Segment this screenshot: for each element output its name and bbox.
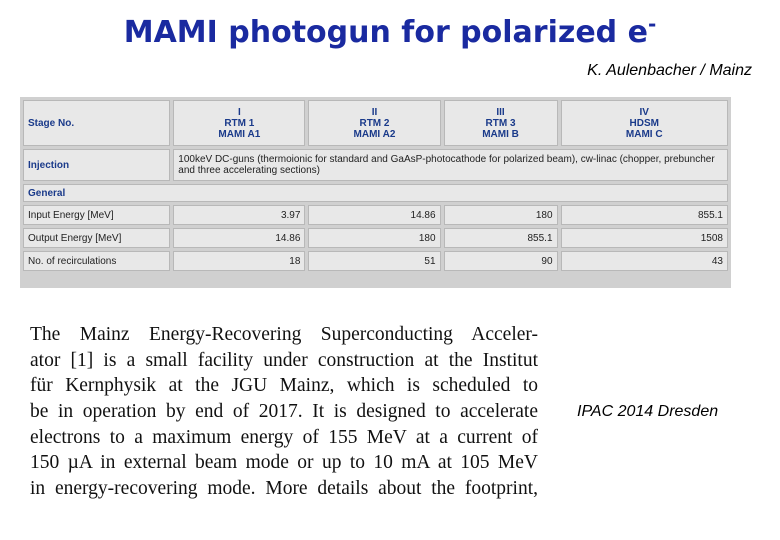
slide-title: MAMI photogun for polarized e- <box>0 12 780 50</box>
value-cell: 43 <box>560 251 728 271</box>
value-cell: 180 <box>308 228 441 248</box>
paragraph-line: in energy-recovering mode. More details … <box>30 478 538 500</box>
header-line: MAMI B <box>482 128 519 140</box>
value-cell: 18 <box>173 251 306 271</box>
title-text: MAMI photogun for polarized e <box>123 15 648 50</box>
header-line: II <box>371 106 378 118</box>
header-line: RTM 1 <box>224 117 255 129</box>
row-label: No. of recirculations <box>23 251 171 271</box>
paragraph-line: 150 µA in external beam mode or up to 10… <box>30 452 538 474</box>
footer: IPAC 2014 Dresden <box>577 403 719 420</box>
header-line: MAMI A1 <box>218 128 261 140</box>
paragraph-line: ator [1] is a small facility under const… <box>30 349 538 371</box>
value-cell: 90 <box>443 251 558 271</box>
paragraph-line: The Mainz Energy-Recovering Superconduct… <box>30 324 538 345</box>
data-row: Output Energy [MeV] 14.86 180 855.1 1508 <box>23 228 728 248</box>
section-row: General <box>23 184 728 202</box>
value-cell: 855.1 <box>443 228 558 248</box>
header-line: IV <box>639 106 649 118</box>
row-label: Input Energy [MeV] <box>23 205 171 225</box>
header-line: RTM 3 <box>485 117 516 129</box>
header-cell: Stage No. <box>23 100 171 146</box>
header-cell: I RTM 1 MAMI A1 <box>173 100 306 146</box>
paragraph-line: be in operation by end of 2017. It is de… <box>30 401 538 423</box>
paragraph-line: electrons to a maximum energy of 155 MeV… <box>30 426 538 448</box>
paragraph-line: für Kernphysik at the JGU Mainz, which i… <box>30 375 538 397</box>
data-row: No. of recirculations 18 51 90 43 <box>23 251 728 271</box>
header-line: HDSM <box>629 117 659 129</box>
header-line: I <box>237 106 241 118</box>
value-cell: 180 <box>443 205 558 225</box>
value-cell: 14.86 <box>308 205 441 225</box>
injection-text: 100keV DC-guns (thermoionic for standard… <box>173 149 728 181</box>
value-cell: 855.1 <box>560 205 728 225</box>
header-row: Stage No. I RTM 1 MAMI A1 II RTM 2 MAMI A2 I… <box>23 100 728 146</box>
value-cell: 14.86 <box>173 228 306 248</box>
header-cell: III RTM 3 MAMI B <box>443 100 558 146</box>
table-image: Stage No. I RTM 1 MAMI A1 II RTM 2 MAMI A2 I… <box>20 97 731 288</box>
header-cell: IV HDSM MAMI C <box>560 100 728 146</box>
injection-row: Injection 100keV DC-guns (thermoionic fo… <box>23 149 728 181</box>
row-label: Injection <box>23 149 171 181</box>
section-label: General <box>23 184 728 202</box>
row-label: Output Energy [MeV] <box>23 228 171 248</box>
paper-excerpt: The Mainz Energy-Recovering Superconduct… <box>30 322 538 510</box>
value-cell: 1508 <box>560 228 728 248</box>
title-superscript: - <box>647 12 657 36</box>
table: Stage No. I RTM 1 MAMI A1 II RTM 2 MAMI A2 I… <box>20 97 731 274</box>
data-rows: Input Energy [MeV] 3.97 14.86 180 855.1 Outpu… <box>23 205 728 271</box>
header-line: MAMI A2 <box>353 128 396 140</box>
header-cell: II RTM 2 MAMI A2 <box>308 100 441 146</box>
value-cell: 51 <box>308 251 441 271</box>
header-line: III <box>496 106 505 118</box>
author: K. Aulenbacher / Mainz <box>587 62 752 79</box>
header-line: RTM 2 <box>359 117 390 129</box>
value-cell: 3.97 <box>173 205 306 225</box>
data-row: Input Energy [MeV] 3.97 14.86 180 855.1 <box>23 205 728 225</box>
header-line: MAMI C <box>625 128 663 140</box>
